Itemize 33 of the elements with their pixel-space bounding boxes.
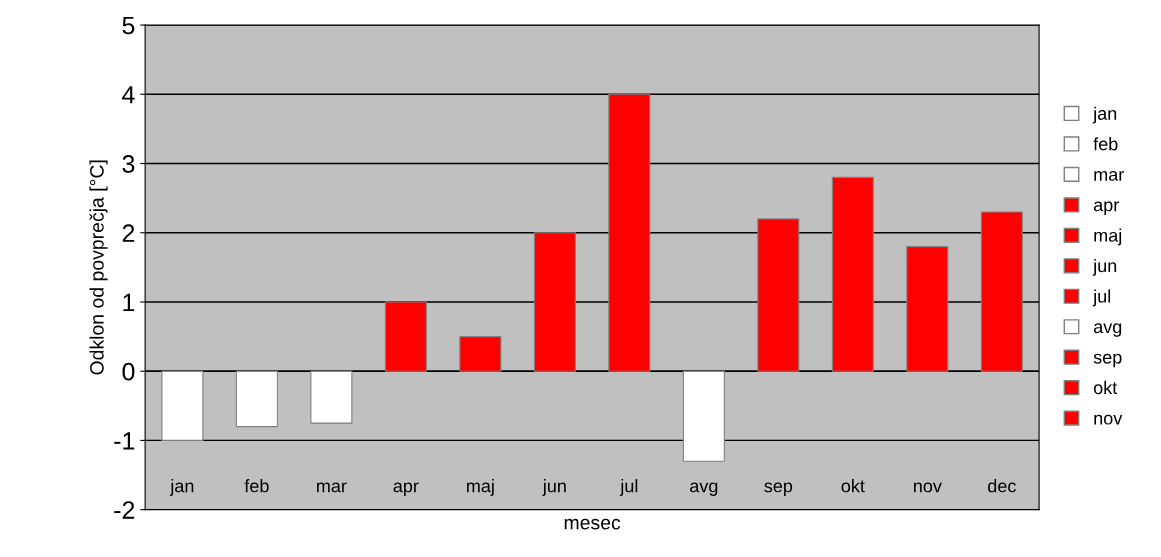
legend-label: jul: [1092, 289, 1111, 307]
legend-label: nov: [1094, 414, 1123, 425]
y-tick-label: 2: [122, 224, 135, 242]
legend-label: jun: [1092, 258, 1117, 276]
x-tick-label: jul: [619, 479, 638, 496]
legend-label: apr: [1093, 201, 1119, 215]
legend-label: okt: [1093, 380, 1118, 395]
x-tick-label: feb: [244, 479, 269, 493]
y-tick-label: 5: [122, 16, 135, 35]
x-tick-label: jun: [542, 479, 566, 496]
x-tick-label: okt: [841, 479, 865, 493]
y-tick-label: 3: [122, 155, 135, 173]
x-tick-label: mar: [317, 482, 347, 493]
x-tick-label: apr: [393, 482, 419, 496]
legend-label: maj: [1094, 228, 1122, 246]
x-tick-label: dec: [988, 479, 1016, 493]
y-tick-label: 0: [122, 362, 135, 381]
x-axis-title: mesec: [564, 518, 621, 530]
y-tick-label: 4: [122, 86, 135, 104]
y-tick-label: 1: [123, 293, 135, 312]
x-tick-label: avg: [690, 482, 718, 496]
y-axis-title: Odklon od povprečja [°C]: [89, 160, 108, 375]
legend-label: sep: [1093, 353, 1122, 368]
legend-label: feb: [1093, 137, 1118, 151]
y-tick-label: -2: [114, 501, 135, 519]
x-tick-label: sep: [764, 482, 793, 496]
legend-label: jan: [1092, 106, 1117, 124]
legend-label: mar: [1094, 170, 1124, 181]
y-tick-label: -1: [114, 432, 135, 450]
legend-label: avg: [1093, 323, 1122, 337]
x-tick-label: maj: [467, 479, 494, 496]
x-tick-label: jan: [169, 479, 194, 496]
x-tick-label: nov: [913, 482, 942, 493]
